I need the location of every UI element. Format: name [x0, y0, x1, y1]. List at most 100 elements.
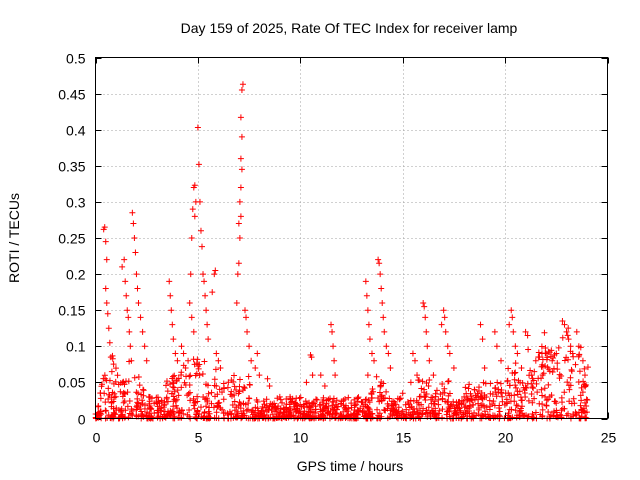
data-point: [132, 249, 139, 256]
data-point: [557, 411, 564, 418]
data-point: [517, 394, 524, 401]
data-point: [564, 332, 571, 339]
data-point: [190, 328, 197, 335]
data-point: [423, 391, 430, 398]
data-point: [103, 377, 110, 384]
data-point: [103, 299, 110, 306]
data-point: [422, 314, 429, 321]
data-point: [378, 393, 385, 400]
data-point: [467, 390, 474, 397]
data-point: [327, 395, 334, 402]
data-point: [231, 398, 238, 405]
tick-layer: 0 0.05 0.1 0.15 0.2 0.25 0.3 0.35 0.4 0.45 0.5 0 5 10…: [58, 51, 616, 446]
data-point: [570, 395, 577, 402]
data-point: [497, 380, 504, 387]
data-point: [203, 395, 210, 402]
grid-layer: [95, 57, 608, 419]
data-point: [530, 385, 537, 392]
data-point: [376, 398, 383, 405]
data-point: [124, 403, 131, 410]
data-point: [374, 406, 381, 413]
x-tick-label: 10: [293, 430, 309, 446]
data-point: [521, 390, 528, 397]
data-point: [408, 403, 415, 410]
data-point: [307, 409, 314, 416]
data-point: [199, 371, 206, 378]
data-point: [245, 373, 252, 380]
data-point: [545, 348, 552, 355]
data-point: [148, 405, 155, 412]
data-point: [102, 407, 109, 414]
data-point: [531, 368, 538, 375]
data-point: [321, 383, 328, 390]
x-tick-label: 0: [93, 430, 101, 446]
data-point: [332, 409, 339, 416]
y-tick-label: 0.3: [66, 195, 86, 211]
data-point: [473, 394, 480, 401]
data-point: [198, 243, 205, 250]
data-point: [448, 401, 455, 408]
data-point: [435, 410, 442, 417]
data-point: [227, 391, 234, 398]
data-point: [528, 391, 535, 398]
data-point: [536, 400, 543, 407]
data-point: [466, 381, 473, 388]
data-point: [565, 336, 572, 343]
data-point: [383, 388, 390, 395]
data-point: [167, 292, 174, 299]
data-point: [139, 328, 146, 335]
data-point: [559, 318, 566, 325]
data-point: [203, 307, 210, 314]
data-point: [193, 360, 200, 367]
data-point: [212, 366, 219, 373]
data-point: [133, 389, 140, 396]
data-point: [283, 401, 290, 408]
data-point: [355, 407, 362, 414]
data-point: [508, 307, 515, 314]
data-point: [109, 352, 116, 359]
points-layer: [92, 81, 591, 422]
data-point: [134, 390, 141, 397]
data-point: [163, 382, 170, 389]
data-point: [200, 271, 207, 278]
data-point: [445, 378, 452, 385]
data-point: [239, 387, 246, 394]
data-point: [503, 396, 510, 403]
data-point: [464, 395, 471, 402]
data-point: [161, 399, 168, 406]
data-point: [183, 373, 190, 380]
data-point: [215, 399, 222, 406]
data-point: [184, 411, 191, 418]
data-point: [163, 395, 170, 402]
data-point: [125, 414, 132, 421]
data-point: [475, 406, 482, 413]
data-point: [381, 328, 388, 335]
data-point: [483, 404, 490, 411]
data-point: [296, 395, 303, 402]
data-point: [309, 372, 316, 379]
data-point: [419, 378, 426, 385]
data-point: [558, 414, 565, 421]
data-point: [328, 321, 335, 328]
data-point: [106, 339, 113, 346]
data-point: [512, 360, 519, 367]
data-point: [479, 402, 486, 409]
data-point: [213, 382, 220, 389]
data-point: [330, 343, 337, 350]
data-point: [381, 394, 388, 401]
data-point: [418, 385, 425, 392]
data-point: [184, 392, 191, 399]
data-point: [259, 403, 266, 410]
y-tick-label: 0.35: [58, 159, 85, 175]
data-point: [154, 414, 161, 421]
data-point: [511, 376, 518, 383]
data-point: [416, 414, 423, 421]
data-point: [572, 361, 579, 368]
data-point: [102, 238, 109, 245]
data-point: [231, 391, 238, 398]
data-point: [186, 299, 193, 306]
data-point: [175, 392, 182, 399]
data-point: [351, 402, 358, 409]
data-point: [432, 405, 439, 412]
